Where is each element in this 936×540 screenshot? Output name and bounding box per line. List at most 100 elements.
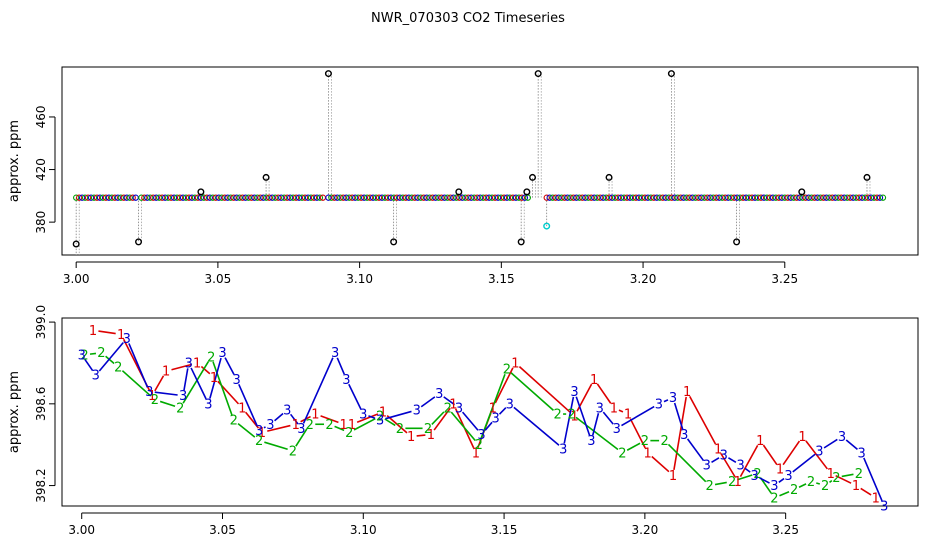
bottom-y-axis: 398.2 398.6 399.0 (34, 305, 56, 503)
baseline-marker (725, 194, 732, 201)
baseline-marker (284, 194, 291, 201)
baseline-marker (78, 194, 86, 201)
top-plot-frame (61, 66, 919, 256)
baseline-marker (844, 194, 851, 201)
series-1-point-label: 1 (683, 385, 691, 400)
series-1-segment (356, 413, 379, 423)
bottom-y-tick-label: 399.0 (34, 305, 48, 339)
series-2-point-label: 2 (807, 475, 815, 490)
baseline-marker (561, 194, 568, 201)
series-3-point-label: 3 (559, 442, 567, 457)
series-3-point-label: 3 (185, 356, 193, 371)
series-3-point-label: 3 (413, 403, 421, 418)
baseline-marker (763, 194, 771, 201)
baseline-marker (859, 194, 866, 201)
series-3-point-label: 3 (145, 385, 153, 400)
baseline-marker (307, 194, 315, 201)
baseline-marker (656, 194, 663, 201)
series-3-point-label: 3 (218, 346, 226, 361)
baseline-marker (635, 194, 643, 201)
series-2-segment (212, 361, 233, 416)
spike-marker (798, 188, 806, 196)
baseline-marker (366, 194, 374, 201)
baseline-marker (876, 194, 884, 201)
series-2-segment (575, 416, 619, 451)
baseline-marker (369, 194, 377, 201)
series-2-point-label: 2 (553, 408, 561, 423)
baseline-marker (435, 194, 442, 201)
figure-title: NWR_070303 CO2 Timeseries (371, 11, 565, 26)
series-2-segment (737, 474, 753, 481)
top-y-axis: 380 420 460 (34, 106, 56, 234)
series-2-point-label: 2 (444, 401, 452, 416)
baseline-marker (653, 194, 660, 201)
series-3-point-label: 3 (506, 397, 514, 412)
series-2-segment (384, 418, 396, 427)
series-2-point-label: 2 (753, 467, 761, 482)
baseline-marker (582, 194, 589, 201)
baseline-marker (552, 194, 559, 201)
series-2-point-label: 2 (705, 479, 713, 494)
spike-marker (262, 173, 270, 181)
series-2-point-label: 2 (289, 444, 297, 459)
spike-marker (529, 173, 537, 181)
baseline-marker (358, 194, 365, 201)
baseline-marker (93, 194, 101, 201)
baseline-marker (402, 194, 409, 201)
spike-marker (517, 238, 525, 246)
baseline-marker (272, 194, 279, 201)
baseline-marker (185, 194, 193, 201)
baseline-marker (867, 194, 875, 201)
series-2-segment (714, 481, 727, 486)
baseline-marker (102, 194, 110, 201)
series-2-point-label: 2 (821, 479, 829, 494)
series-1-point-label: 1 (292, 418, 300, 433)
baseline-marker (417, 194, 424, 201)
baseline-marker (182, 194, 190, 201)
baseline-marker (372, 194, 380, 201)
baseline-marker (81, 194, 89, 201)
baseline-marker (515, 194, 523, 201)
bottom-x-tick-label: 3.05 (209, 523, 236, 537)
series-1-point-label: 1 (669, 469, 677, 484)
series-2-point-label: 2 (230, 414, 238, 429)
series-2-point-label: 2 (618, 446, 626, 461)
baseline-marker (346, 194, 353, 201)
series-3-segment (728, 457, 737, 463)
baseline-marker (84, 194, 92, 201)
baseline-marker (614, 194, 622, 201)
spike-marker (605, 173, 613, 181)
series-3-point-label: 3 (815, 444, 823, 459)
series-2-point-label: 2 (396, 422, 404, 437)
baseline-marker (686, 194, 693, 201)
baseline-marker (873, 194, 881, 201)
baseline-marker (600, 194, 607, 201)
series-1-point-label: 1 (852, 479, 860, 494)
baseline-marker (772, 194, 780, 201)
baseline-marker (423, 194, 430, 201)
series-2-point-label: 2 (660, 434, 668, 449)
series-1-segment (651, 455, 670, 473)
baseline-marker (206, 194, 213, 201)
baseline-marker (468, 194, 475, 201)
baseline-marker (665, 194, 672, 201)
spike-marker (534, 70, 542, 78)
baseline-marker (826, 194, 833, 201)
baseline-marker (668, 194, 675, 201)
series-3-segment (98, 342, 124, 372)
series-3-segment (84, 358, 94, 372)
series-3-segment (602, 411, 614, 425)
baseline-marker (698, 194, 705, 201)
baseline-marker (500, 194, 508, 201)
series-3-point-label: 3 (838, 430, 846, 445)
bottom-y-tick-label: 398.2 (34, 468, 48, 502)
series-2-segment (353, 417, 376, 431)
baseline-marker (349, 194, 356, 201)
series-2-segment (667, 443, 707, 483)
series-3-point-label: 3 (92, 369, 100, 384)
series-1-point-label: 1 (644, 446, 652, 461)
baseline-marker (820, 194, 827, 201)
series-3-point-label: 3 (204, 397, 212, 412)
baseline-marker (257, 194, 264, 201)
